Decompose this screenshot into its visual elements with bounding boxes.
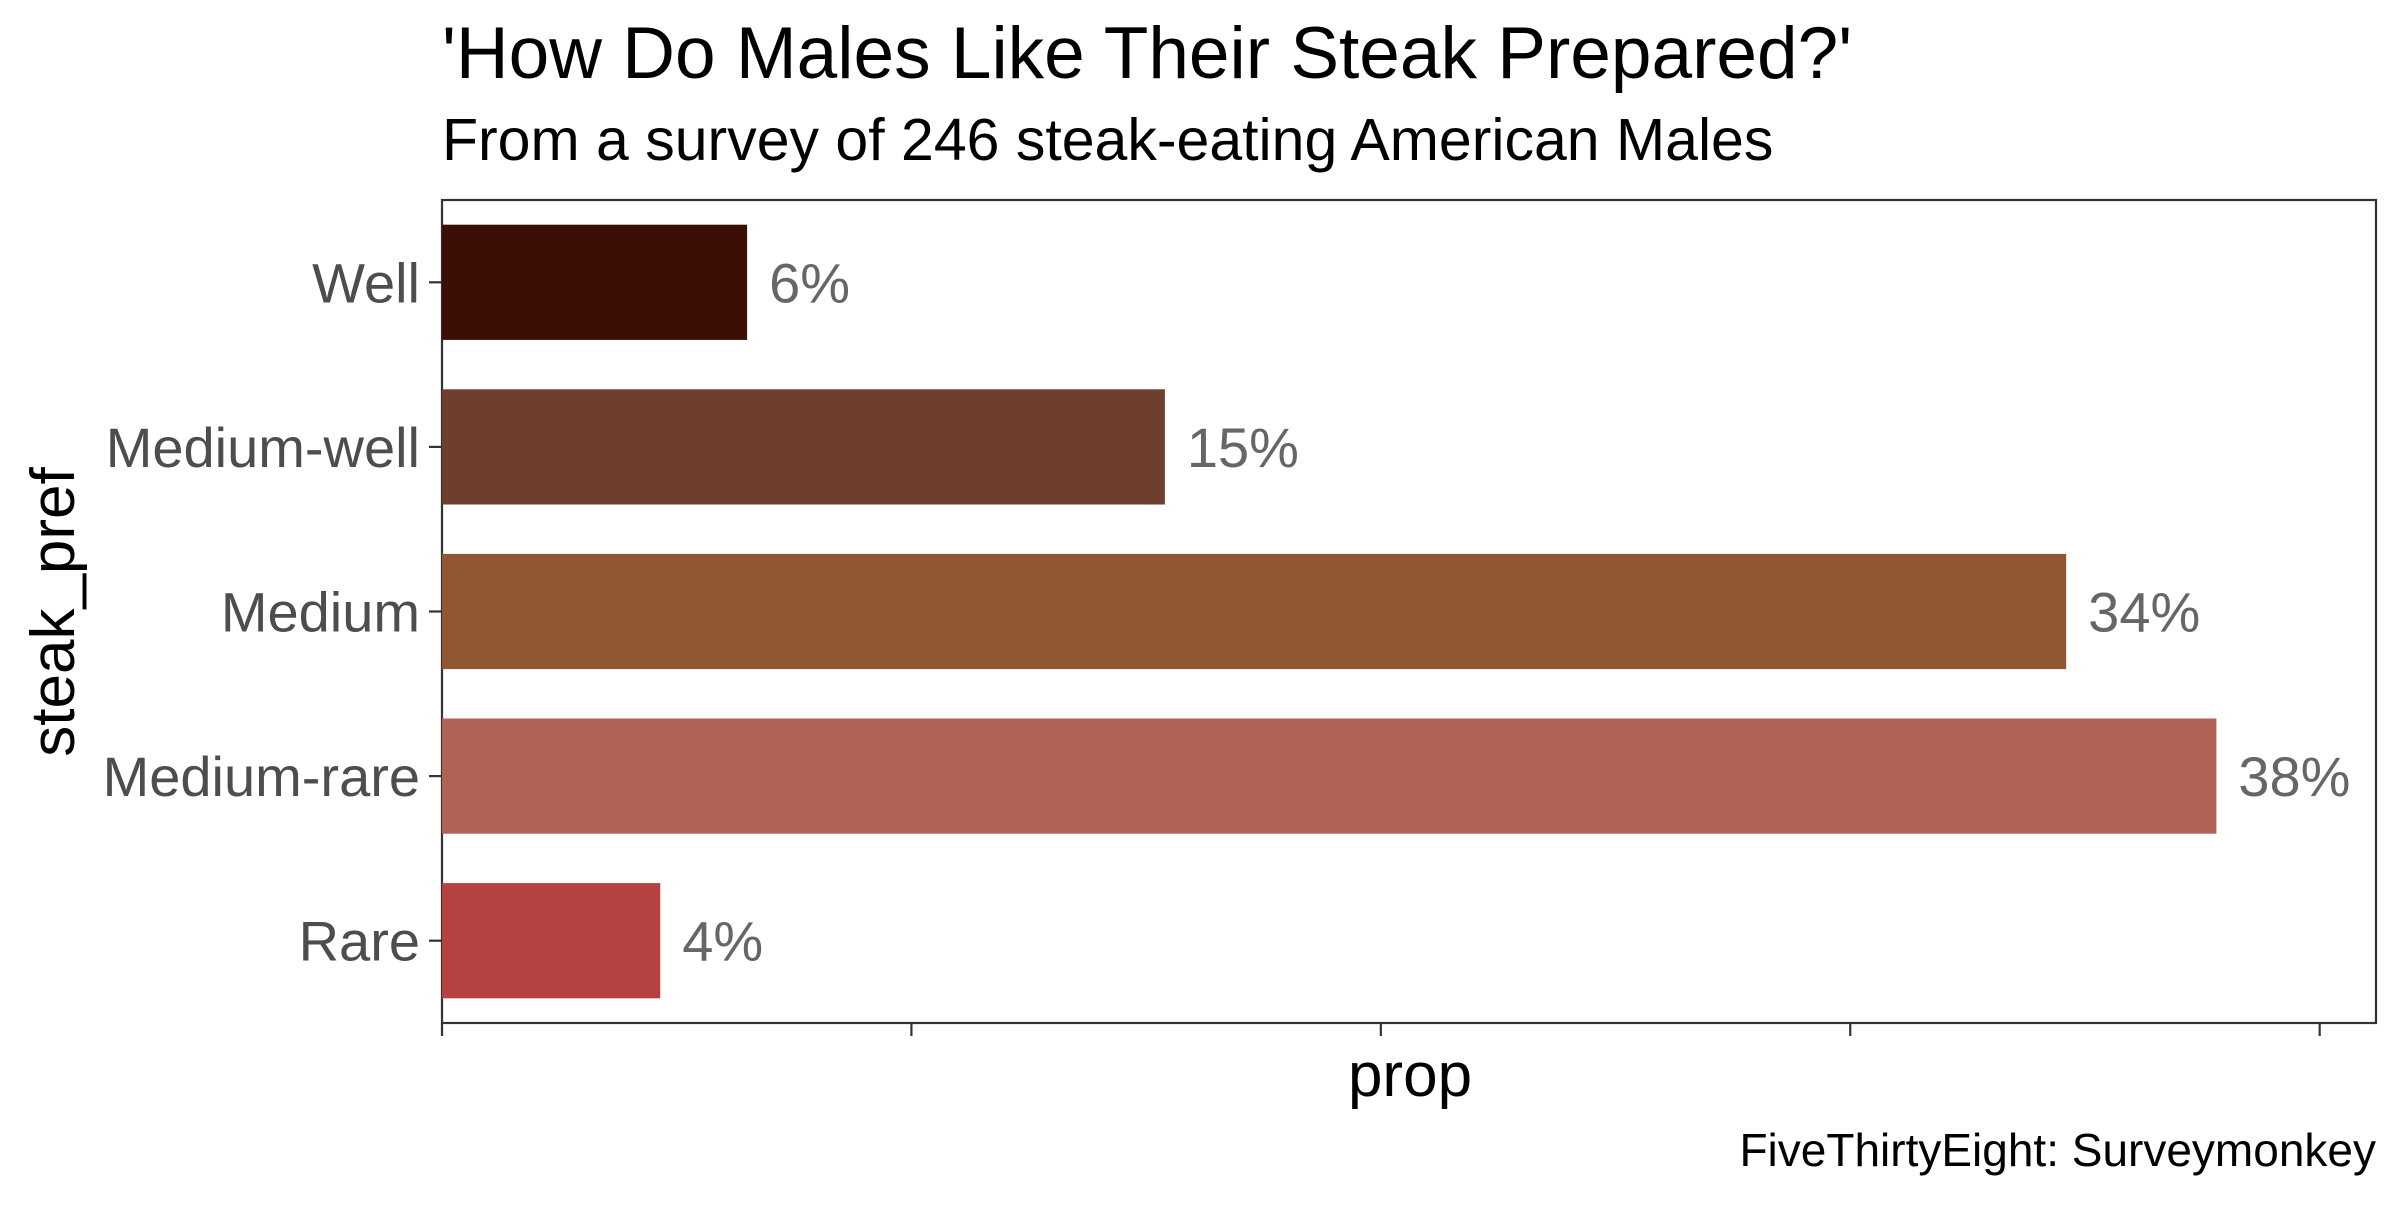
y-tick-label: Medium-well [106,416,420,479]
bar-well [442,225,747,340]
bar-medium-rare [442,718,2216,833]
bar-medium-well [442,389,1165,504]
y-axis-title: steak_pref [19,466,88,756]
y-tick-label: Well [312,251,420,314]
data-label: 34% [2088,581,2200,644]
y-tick-label: Rare [299,910,420,973]
data-label: 4% [682,910,763,973]
x-axis-title: prop [1348,1041,1472,1110]
bar-medium [442,554,2066,669]
data-label: 6% [769,251,850,314]
chart-subtitle: From a survey of 246 steak-eating Americ… [442,107,1773,173]
y-tick-label: Medium-rare [103,745,420,808]
plot-area: Well 6% Medium-well 15% Medium 34% Medium-rare… [103,200,2376,1036]
y-tick-label: Medium [221,581,420,644]
chart-caption: FiveThirtyEight: Surveymonkey [1739,1124,2376,1176]
chart-title: 'How Do Males Like Their Steak Prepared?… [442,13,1852,94]
data-label: 15% [1187,416,1299,479]
bar-rare [442,883,660,998]
data-label: 38% [2238,745,2350,808]
